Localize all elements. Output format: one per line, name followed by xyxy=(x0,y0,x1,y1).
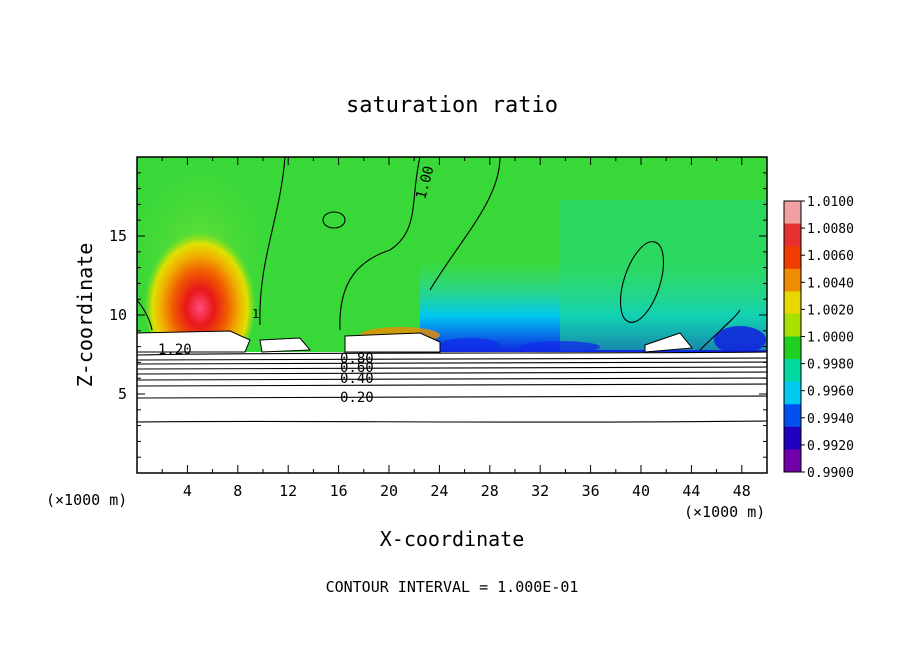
chart-title: saturation ratio xyxy=(346,93,558,118)
cloud-blob-4 xyxy=(644,332,693,353)
colorbar-cell xyxy=(784,449,801,473)
colorbar-cell xyxy=(784,313,801,337)
colorbar-label: 1.0020 xyxy=(807,303,854,318)
colorbar-cell xyxy=(784,359,801,383)
cloud-blob-1 xyxy=(137,330,251,353)
lower-white-region xyxy=(137,352,767,473)
field-right-cyan xyxy=(560,200,767,350)
contour-label: 0.60 xyxy=(340,360,374,376)
x-tick-label: 32 xyxy=(531,482,549,500)
contour-interval-note: CONTOUR INTERVAL = 1.000E-01 xyxy=(326,578,579,596)
colorbar-label: 0.9920 xyxy=(807,439,854,454)
colorbar-label: 1.0080 xyxy=(807,222,854,237)
colorbar-label: 0.9960 xyxy=(807,385,854,400)
colorbar-cell xyxy=(784,404,801,428)
contour-lines xyxy=(137,157,767,423)
dry-patch-1 xyxy=(714,326,766,354)
y-tick-label: 5 xyxy=(118,385,127,403)
x-axis-unit-right: (×1000 m) xyxy=(684,503,765,521)
y-axis: 5 10 15 xyxy=(109,172,767,458)
x-tick-label: 24 xyxy=(430,482,448,500)
colorbar-label: 0.9980 xyxy=(807,358,854,373)
x-tick-label: 16 xyxy=(330,482,348,500)
x-tick-label: 44 xyxy=(682,482,700,500)
x-tick-label: 36 xyxy=(582,482,600,500)
contour-label: 1 xyxy=(252,307,259,321)
dry-patch-2 xyxy=(440,338,500,352)
x-tick-label: 20 xyxy=(380,482,398,500)
colorbar-cell xyxy=(784,201,801,225)
x-tick-label: 28 xyxy=(481,482,499,500)
colorbar-label: 1.0060 xyxy=(807,249,854,264)
colorbar: 1.0100 1.0080 1.0060 1.0040 1.0020 1.0000 0.99… xyxy=(783,195,854,481)
colorbar-cell xyxy=(784,223,801,247)
colorbar-cell xyxy=(784,268,801,292)
colorbar-label: 1.0100 xyxy=(807,195,854,210)
colorbar-cell xyxy=(784,381,801,405)
y-tick-label: 10 xyxy=(109,306,127,324)
cloud-blob-2 xyxy=(344,332,441,353)
cloud-blob-3 xyxy=(259,337,312,353)
y-tick-label: 15 xyxy=(109,227,127,245)
x-tick-label: 12 xyxy=(279,482,297,500)
y-axis-label: Z-coordinate xyxy=(73,243,97,388)
x-tick-label: 8 xyxy=(233,482,242,500)
colorbar-label: 1.0040 xyxy=(807,276,854,291)
colorbar-cell xyxy=(784,426,801,450)
heatmap-field: 1.20 0.80 0.60 0.40 0.20 1.00 1 xyxy=(137,157,767,473)
x-axis-label: X-coordinate xyxy=(380,527,525,551)
contour-label: 1.20 xyxy=(158,342,192,358)
colorbar-label: 0.9940 xyxy=(807,412,854,427)
x-axis: 4 8 12 16 20 24 28 32 36 40 44 48 xyxy=(161,157,751,500)
colorbar-label: 0.9900 xyxy=(807,466,854,481)
x-axis-unit-left: (×1000 m) xyxy=(46,491,127,509)
dry-patch-3 xyxy=(520,341,600,353)
colorbar-label: 1.0000 xyxy=(807,331,854,346)
contour-label: 0.20 xyxy=(340,390,374,406)
x-tick-label: 4 xyxy=(183,482,192,500)
x-tick-label: 40 xyxy=(632,482,650,500)
contour-label: 0.40 xyxy=(340,371,374,387)
colorbar-cell xyxy=(784,336,801,360)
colorbar-cell xyxy=(784,291,801,315)
x-tick-label: 48 xyxy=(733,482,751,500)
colorbar-cell xyxy=(784,246,801,270)
contour-label: 0.80 xyxy=(340,351,374,367)
